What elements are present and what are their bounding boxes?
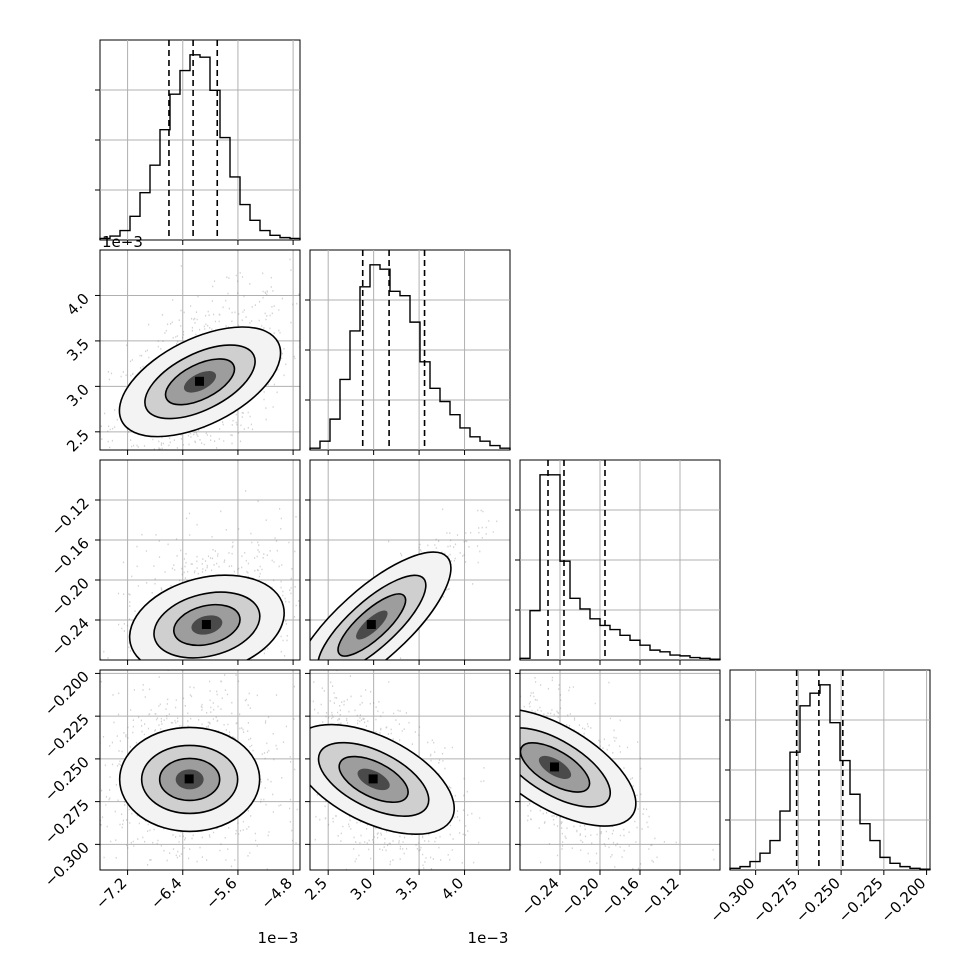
pair-panel-0-3 <box>95 669 301 875</box>
contour-line <box>118 726 261 833</box>
pair-panel-1-2 <box>305 459 511 665</box>
x-tick-label: 3.5 <box>392 874 422 904</box>
x-tick-label: −5.6 <box>202 874 240 912</box>
y-tick-label: −0.20 <box>48 574 93 619</box>
y-tick-label: −0.16 <box>48 534 93 579</box>
y-tick-label: −0.24 <box>48 614 93 659</box>
x-tick-label: −0.24 <box>518 874 563 919</box>
y-tick-label: −0.250 <box>41 753 93 805</box>
y-tick-label: −0.300 <box>41 838 93 890</box>
x-tick-label: −7.2 <box>92 874 130 912</box>
pair-panel-0-1 <box>95 249 301 455</box>
contour-line <box>158 757 221 802</box>
panel-frame <box>309 459 511 661</box>
x-tick-label: −0.250 <box>792 874 844 926</box>
x-tick-label: 2.5 <box>301 874 331 904</box>
panel-frame <box>99 669 301 871</box>
y-tick-label: −0.225 <box>41 710 93 762</box>
contour-line <box>173 603 241 647</box>
histogram-0 <box>99 54 301 240</box>
contour-line <box>128 574 285 660</box>
pair-panel-2-3 <box>515 669 721 875</box>
panel-frame <box>99 459 301 661</box>
x-tick-label: −6.4 <box>147 874 185 912</box>
histogram-2 <box>519 474 721 660</box>
x-tick-label: −0.300 <box>706 874 758 926</box>
contour-line <box>310 551 452 660</box>
contour-line <box>310 723 456 836</box>
pair-panel-0-2 <box>95 459 301 665</box>
x-tick-label: −0.200 <box>877 874 929 926</box>
density-peak <box>368 774 378 784</box>
x-tick-label: −0.20 <box>558 874 603 919</box>
contour-line <box>144 344 256 420</box>
panel-content <box>520 670 720 870</box>
contour-line <box>520 742 591 793</box>
density-peak <box>366 620 376 629</box>
x-offset-label: 1e−3 <box>468 929 509 947</box>
panel-content <box>100 250 300 450</box>
y-tick-label: 2.5 <box>63 426 93 456</box>
y-tick-label: 3.5 <box>63 335 93 365</box>
contour-line <box>338 755 409 804</box>
x-tick-label: −0.12 <box>638 874 683 919</box>
histogram-panel-1 <box>305 249 511 455</box>
density-peak <box>195 376 204 386</box>
histogram-panel-0 <box>95 39 301 245</box>
density-peak <box>184 774 194 784</box>
x-offset-label: 1e−3 <box>258 929 299 947</box>
panel-content <box>310 670 510 870</box>
contour-line <box>520 708 637 827</box>
y-tick-label: 3.0 <box>63 380 93 410</box>
x-tick-label: −0.225 <box>835 874 887 926</box>
panel-frame <box>519 669 721 871</box>
panel-content <box>100 460 300 660</box>
pair-panel-1-3 <box>305 669 511 875</box>
x-tick-label: −4.8 <box>257 874 295 912</box>
y-tick-label: −0.200 <box>41 668 93 720</box>
y-tick-label: −0.12 <box>48 494 93 539</box>
panel-content <box>100 670 300 870</box>
contour-line <box>153 591 261 659</box>
x-tick-label: 4.0 <box>438 874 468 904</box>
contour-line <box>140 744 239 815</box>
contour-line <box>118 326 282 438</box>
histogram-1 <box>309 264 511 450</box>
contour-line <box>317 741 430 817</box>
contour-line <box>520 727 612 808</box>
panel-frame <box>309 669 511 871</box>
contour-line <box>337 593 407 657</box>
histogram-3 <box>729 684 931 870</box>
density-peak <box>550 762 559 772</box>
density-peak <box>201 620 211 629</box>
panel-content <box>310 460 510 660</box>
y-tick-label: −0.275 <box>41 796 93 848</box>
contour-line <box>317 574 427 660</box>
x-tick-label: 3.0 <box>347 874 377 904</box>
x-tick-label: −0.275 <box>749 874 801 926</box>
panel-frame <box>99 249 301 451</box>
histogram-panel-2 <box>515 459 721 665</box>
contour-line <box>164 358 236 406</box>
y-tick-label: 4.0 <box>63 290 93 320</box>
x-tick-label: −0.16 <box>598 874 643 919</box>
histogram-panel-3 <box>725 669 931 875</box>
y-offset-label: 1e−3 <box>102 233 143 251</box>
